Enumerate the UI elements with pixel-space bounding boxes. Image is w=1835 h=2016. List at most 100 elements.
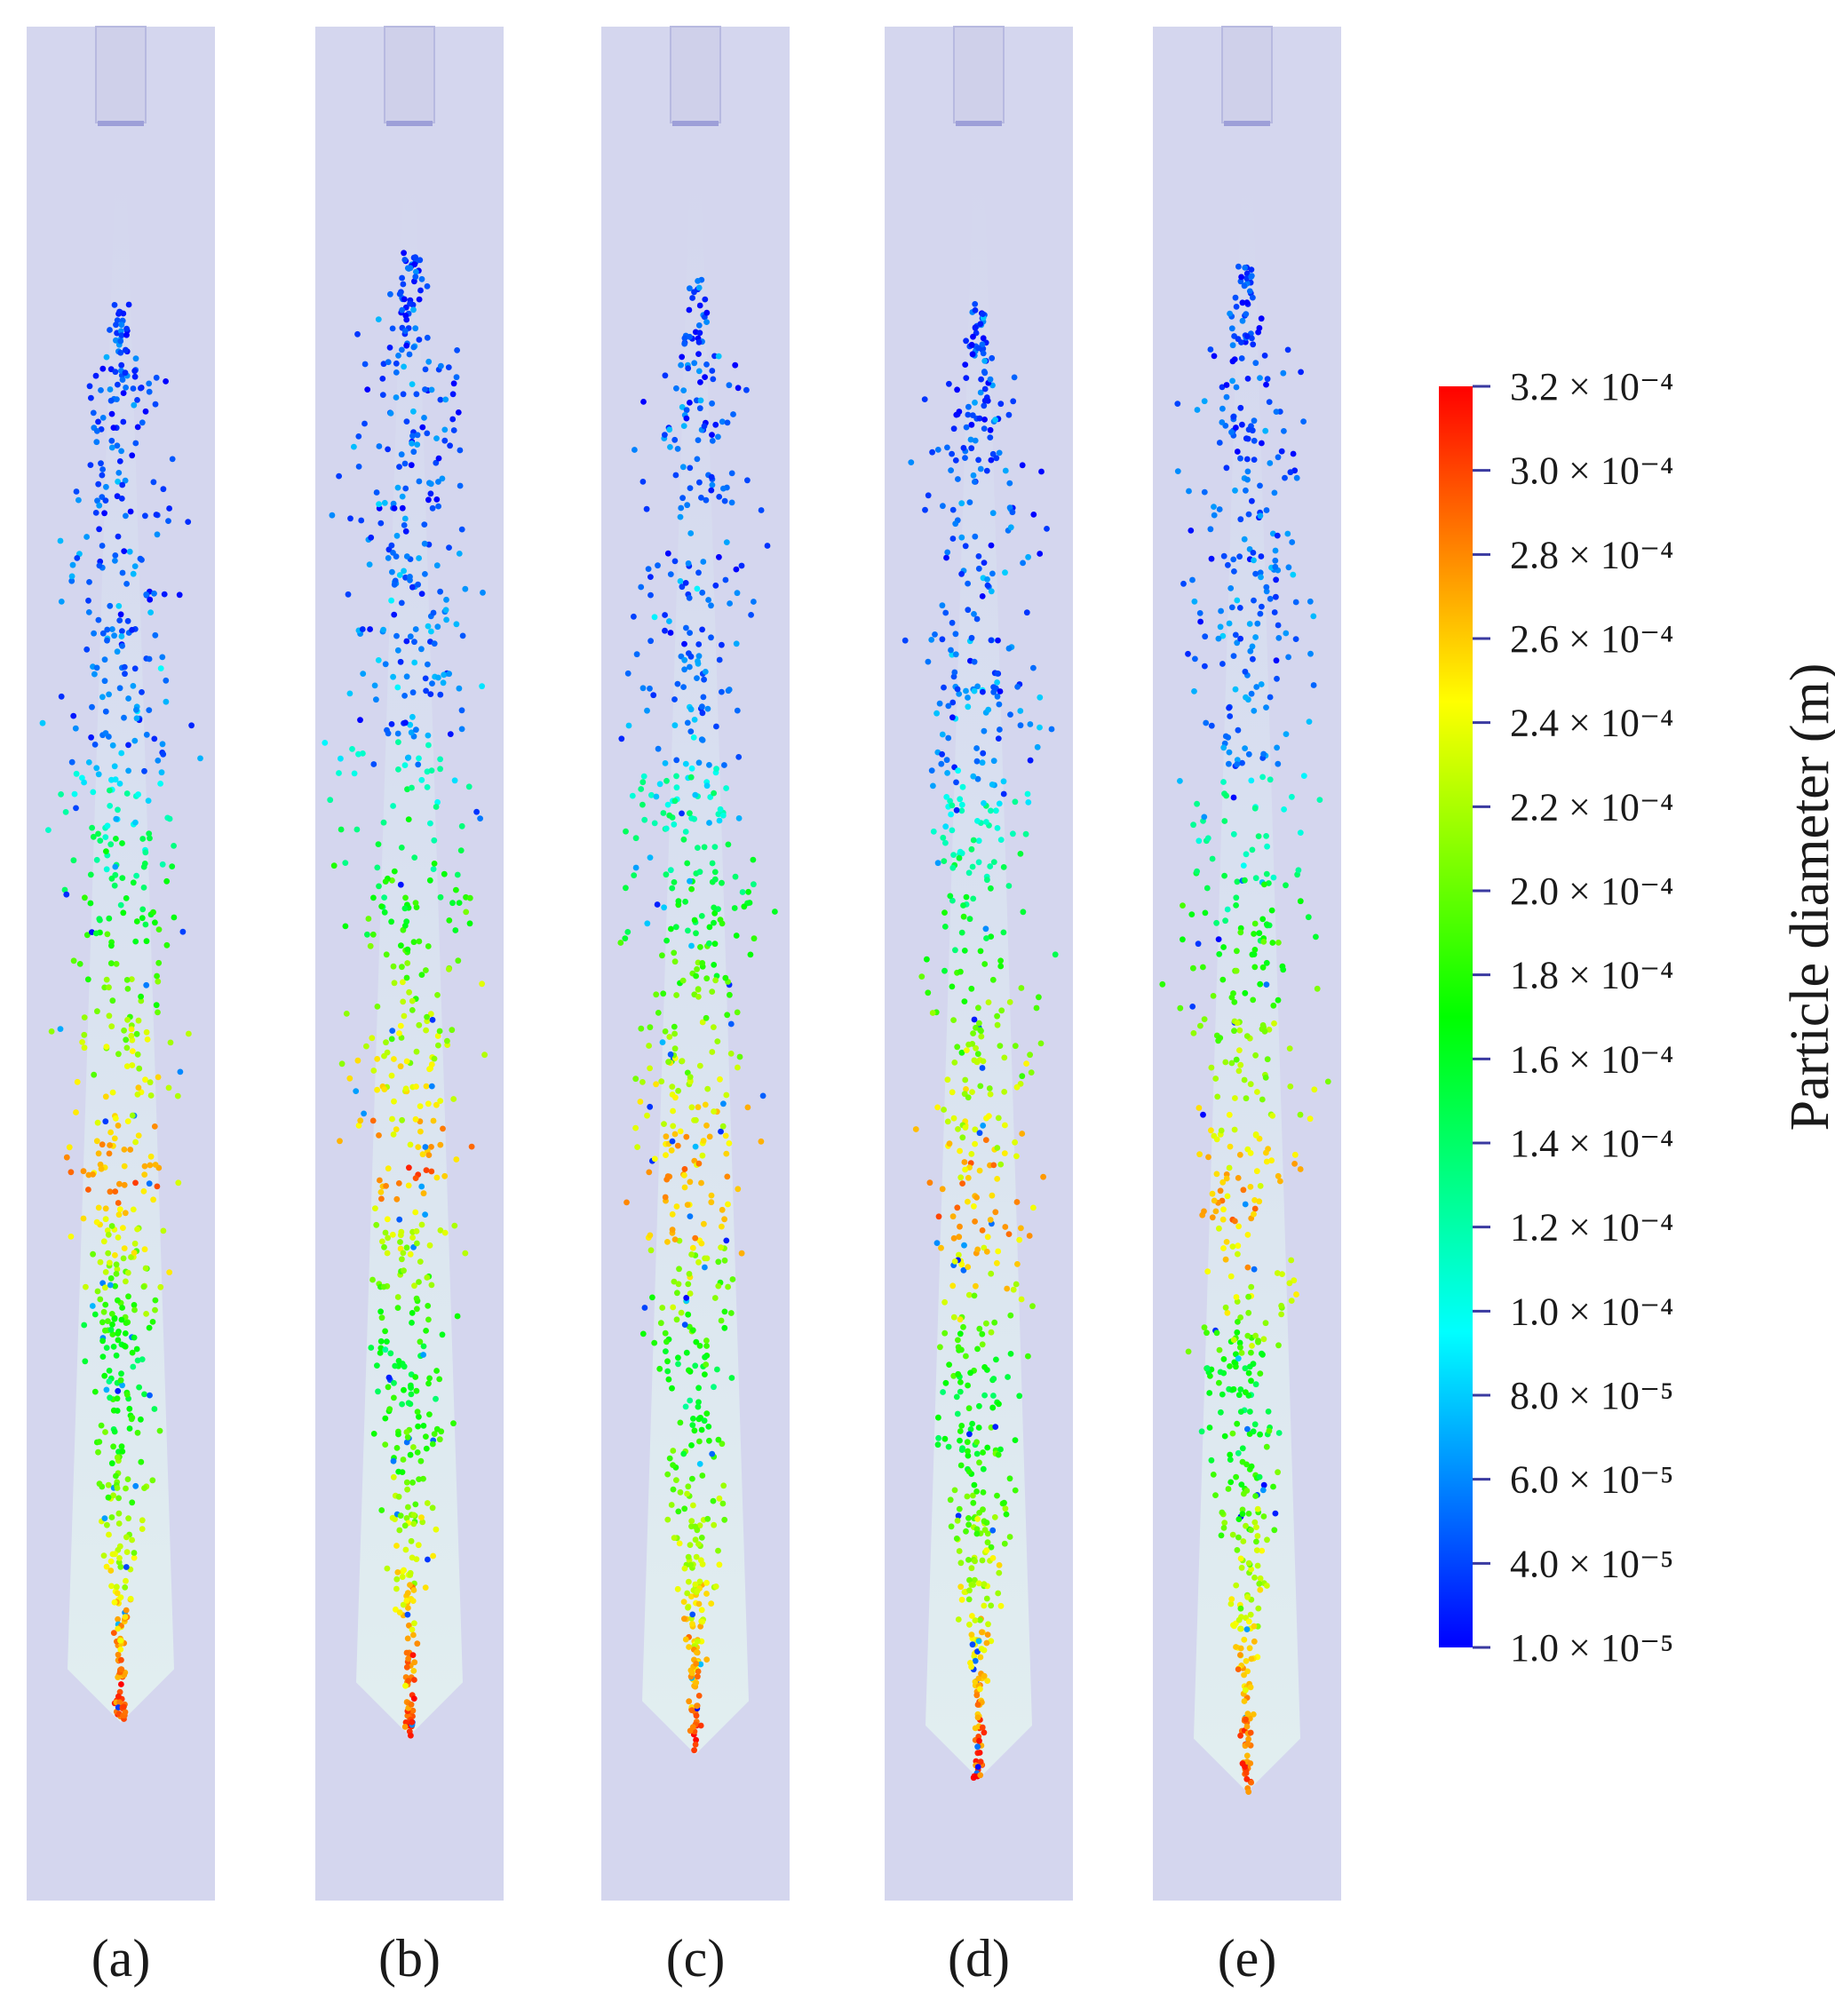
- particle: [95, 771, 102, 778]
- particle: [673, 773, 679, 780]
- particle: [99, 415, 107, 421]
- particle: [1007, 1351, 1014, 1357]
- colorbar-tick-label: 6.0 × 10⁻⁵: [1510, 1458, 1673, 1502]
- particle: [1227, 1143, 1234, 1150]
- particle: [1006, 480, 1013, 487]
- particle: [1275, 940, 1282, 946]
- particle: [716, 817, 723, 824]
- particle: [99, 630, 107, 637]
- particle: [1208, 555, 1215, 562]
- particle: [123, 346, 129, 353]
- particle: [1242, 1201, 1249, 1208]
- colorbar-tick-label: 3.2 × 10⁻⁴: [1510, 365, 1673, 409]
- particle: [1237, 1061, 1244, 1068]
- particle: [973, 1195, 980, 1201]
- particle: [687, 877, 693, 885]
- particle: [89, 1303, 96, 1309]
- particle: [1223, 1239, 1230, 1245]
- particle: [638, 786, 645, 792]
- particle: [1273, 576, 1279, 583]
- particle: [699, 1152, 706, 1159]
- particle: [943, 757, 950, 764]
- particle: [688, 1593, 695, 1599]
- particle: [90, 789, 97, 796]
- particle: [965, 703, 972, 710]
- particle: [738, 1250, 745, 1257]
- particle: [1225, 561, 1231, 568]
- particle: [115, 1520, 123, 1527]
- particle: [953, 779, 959, 786]
- particle: [406, 988, 412, 996]
- particle: [641, 816, 648, 823]
- particle: [977, 1686, 983, 1693]
- particle: [150, 1196, 157, 1203]
- particle: [102, 834, 109, 840]
- particle: [407, 300, 413, 307]
- particle: [160, 750, 167, 758]
- particle: [1237, 1625, 1243, 1632]
- particle: [726, 687, 733, 693]
- particle: [1251, 437, 1258, 444]
- particle: [980, 1123, 987, 1129]
- particle: [671, 696, 678, 702]
- particle: [410, 1668, 417, 1674]
- particle: [123, 1392, 131, 1398]
- particle: [1267, 776, 1274, 783]
- particle: [74, 555, 81, 561]
- particle: [409, 1320, 415, 1326]
- particle: [682, 1636, 689, 1643]
- particle: [99, 1319, 106, 1326]
- particle: [68, 1169, 75, 1176]
- particle: [973, 1488, 980, 1495]
- particle: [108, 444, 115, 451]
- particle: [370, 1431, 377, 1437]
- particle: [687, 728, 695, 734]
- particle: [93, 664, 100, 671]
- particle: [1237, 1652, 1243, 1658]
- particle: [129, 1499, 136, 1506]
- particle: [143, 1311, 150, 1317]
- particle: [684, 1490, 690, 1497]
- particle: [45, 827, 52, 833]
- particle: [1280, 369, 1287, 377]
- particle: [962, 361, 969, 368]
- particle: [102, 1093, 109, 1100]
- particle: [1191, 598, 1198, 605]
- particle: [692, 1742, 699, 1748]
- particle: [131, 373, 139, 380]
- particle: [385, 1374, 393, 1381]
- particle: [1219, 1216, 1227, 1223]
- particle: [425, 1303, 432, 1309]
- particle: [1263, 583, 1270, 591]
- particle: [389, 325, 396, 332]
- particle: [435, 674, 441, 681]
- particle: [147, 1153, 155, 1160]
- particle: [692, 1581, 699, 1588]
- particle: [990, 859, 997, 865]
- particle: [453, 374, 460, 381]
- particle: [361, 420, 368, 427]
- particle: [735, 815, 743, 821]
- particle: [655, 562, 661, 569]
- particle: [391, 1379, 397, 1386]
- particle: [403, 418, 410, 425]
- particle: [161, 591, 168, 598]
- particle: [338, 826, 345, 833]
- particle: [1013, 1083, 1021, 1091]
- particle: [691, 360, 698, 367]
- particle: [107, 1275, 115, 1282]
- particle: [691, 1427, 698, 1434]
- particle: [977, 1758, 984, 1765]
- particle: [163, 877, 171, 885]
- particle: [1207, 526, 1214, 533]
- particle: [1249, 497, 1255, 504]
- particle: [103, 848, 109, 854]
- particle: [411, 639, 417, 646]
- particle: [111, 302, 118, 308]
- particle: [1185, 1348, 1192, 1355]
- particle: [1198, 1428, 1205, 1435]
- particle: [1271, 1527, 1278, 1534]
- particle: [106, 984, 112, 991]
- particle: [112, 337, 119, 344]
- particle: [712, 977, 719, 984]
